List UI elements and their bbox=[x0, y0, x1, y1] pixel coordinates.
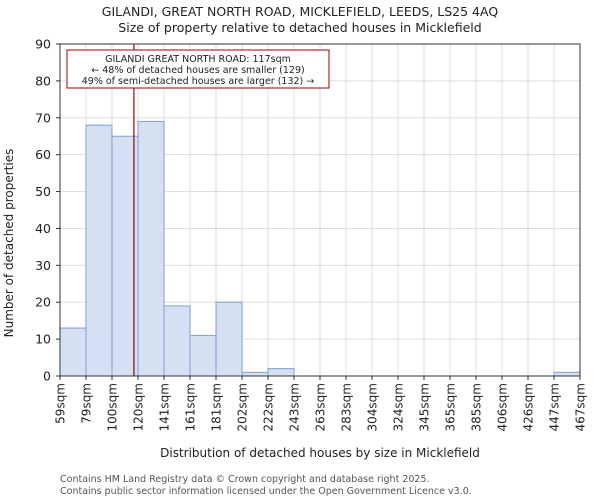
x-tick-label-15: 365sqm bbox=[444, 383, 458, 431]
x-tick-label-4: 141sqm bbox=[158, 383, 172, 431]
y-tick-label-0: 0 bbox=[43, 369, 51, 384]
x-tick-label-0: 59sqm bbox=[54, 383, 68, 424]
bar-181sqm bbox=[215, 301, 243, 377]
y-axis-label: Number of detached properties bbox=[2, 149, 16, 338]
bars bbox=[59, 120, 581, 377]
x-axis-ticks: 59sqm 79sqm 100sqm 120sqm 141sqm 161sqm 181sqm… bbox=[54, 376, 588, 431]
bar-79sqm bbox=[85, 124, 113, 377]
annotation-frame bbox=[66, 49, 330, 89]
bar-222sqm bbox=[267, 368, 295, 377]
y-tick-label-4: 40 bbox=[35, 221, 51, 236]
y-tick-label-1: 10 bbox=[35, 332, 51, 347]
x-tick-label-5: 161sqm bbox=[184, 383, 198, 431]
bar-447sqm bbox=[553, 371, 581, 377]
y-tick-label-2: 20 bbox=[35, 295, 51, 310]
annotation-line-1: GILANDI GREAT NORTH ROAD: 117sqm bbox=[105, 54, 291, 65]
bar-202sqm bbox=[241, 371, 269, 377]
x-tick-label-17: 406sqm bbox=[496, 383, 510, 431]
annotation-line-3: 49% of semi-detached houses are larger (… bbox=[82, 76, 315, 87]
x-tick-label-13: 324sqm bbox=[392, 383, 406, 431]
x-tick-label-14: 345sqm bbox=[418, 383, 432, 431]
footer-line-2: Contains public sector information licen… bbox=[60, 486, 472, 497]
y-tick-label-6: 60 bbox=[35, 147, 51, 162]
x-tick-label-9: 243sqm bbox=[288, 383, 302, 431]
x-tick-label-16: 385sqm bbox=[470, 383, 484, 431]
y-tick-label-5: 50 bbox=[35, 184, 51, 199]
x-tick-label-1: 79sqm bbox=[80, 383, 94, 424]
y-tick-label-9: 90 bbox=[35, 37, 51, 52]
x-tick-label-19: 447sqm bbox=[548, 383, 562, 431]
y-tick-label-8: 80 bbox=[35, 73, 51, 88]
x-tick-label-7: 202sqm bbox=[236, 383, 250, 431]
x-tick-label-10: 263sqm bbox=[314, 383, 328, 431]
chart-subtitle: Size of property relative to detached ho… bbox=[118, 20, 481, 35]
y-tick-label-3: 30 bbox=[35, 258, 51, 273]
x-tick-label-11: 283sqm bbox=[340, 383, 354, 431]
chart-title: GILANDI, GREAT NORTH ROAD, MICKLEFIELD, … bbox=[102, 4, 499, 19]
annotation-line-2: ← 48% of detached houses are smaller (12… bbox=[91, 65, 304, 76]
x-tick-label-18: 426sqm bbox=[522, 383, 536, 431]
bar-141sqm bbox=[163, 305, 191, 377]
x-tick-label-3: 120sqm bbox=[132, 383, 146, 431]
bar-120sqm bbox=[137, 120, 165, 377]
x-tick-label-8: 222sqm bbox=[262, 383, 276, 431]
x-tick-label-20: 467sqm bbox=[574, 383, 588, 431]
x-axis-label: Distribution of detached houses by size … bbox=[160, 446, 480, 460]
x-tick-label-6: 181sqm bbox=[210, 383, 224, 431]
annotation-box: GILANDI GREAT NORTH ROAD: 117sqm ← 48% o… bbox=[66, 49, 330, 89]
bar-59sqm bbox=[59, 327, 87, 377]
footer-line-1: Contains HM Land Registry data © Crown c… bbox=[60, 474, 430, 485]
x-tick-label-2: 100sqm bbox=[106, 383, 120, 431]
y-axis-ticks: 0 10 20 30 40 50 60 70 80 90 bbox=[35, 37, 60, 384]
x-tick-label-12: 304sqm bbox=[366, 383, 380, 431]
bar-161sqm bbox=[189, 334, 217, 377]
y-tick-label-7: 70 bbox=[35, 110, 51, 125]
